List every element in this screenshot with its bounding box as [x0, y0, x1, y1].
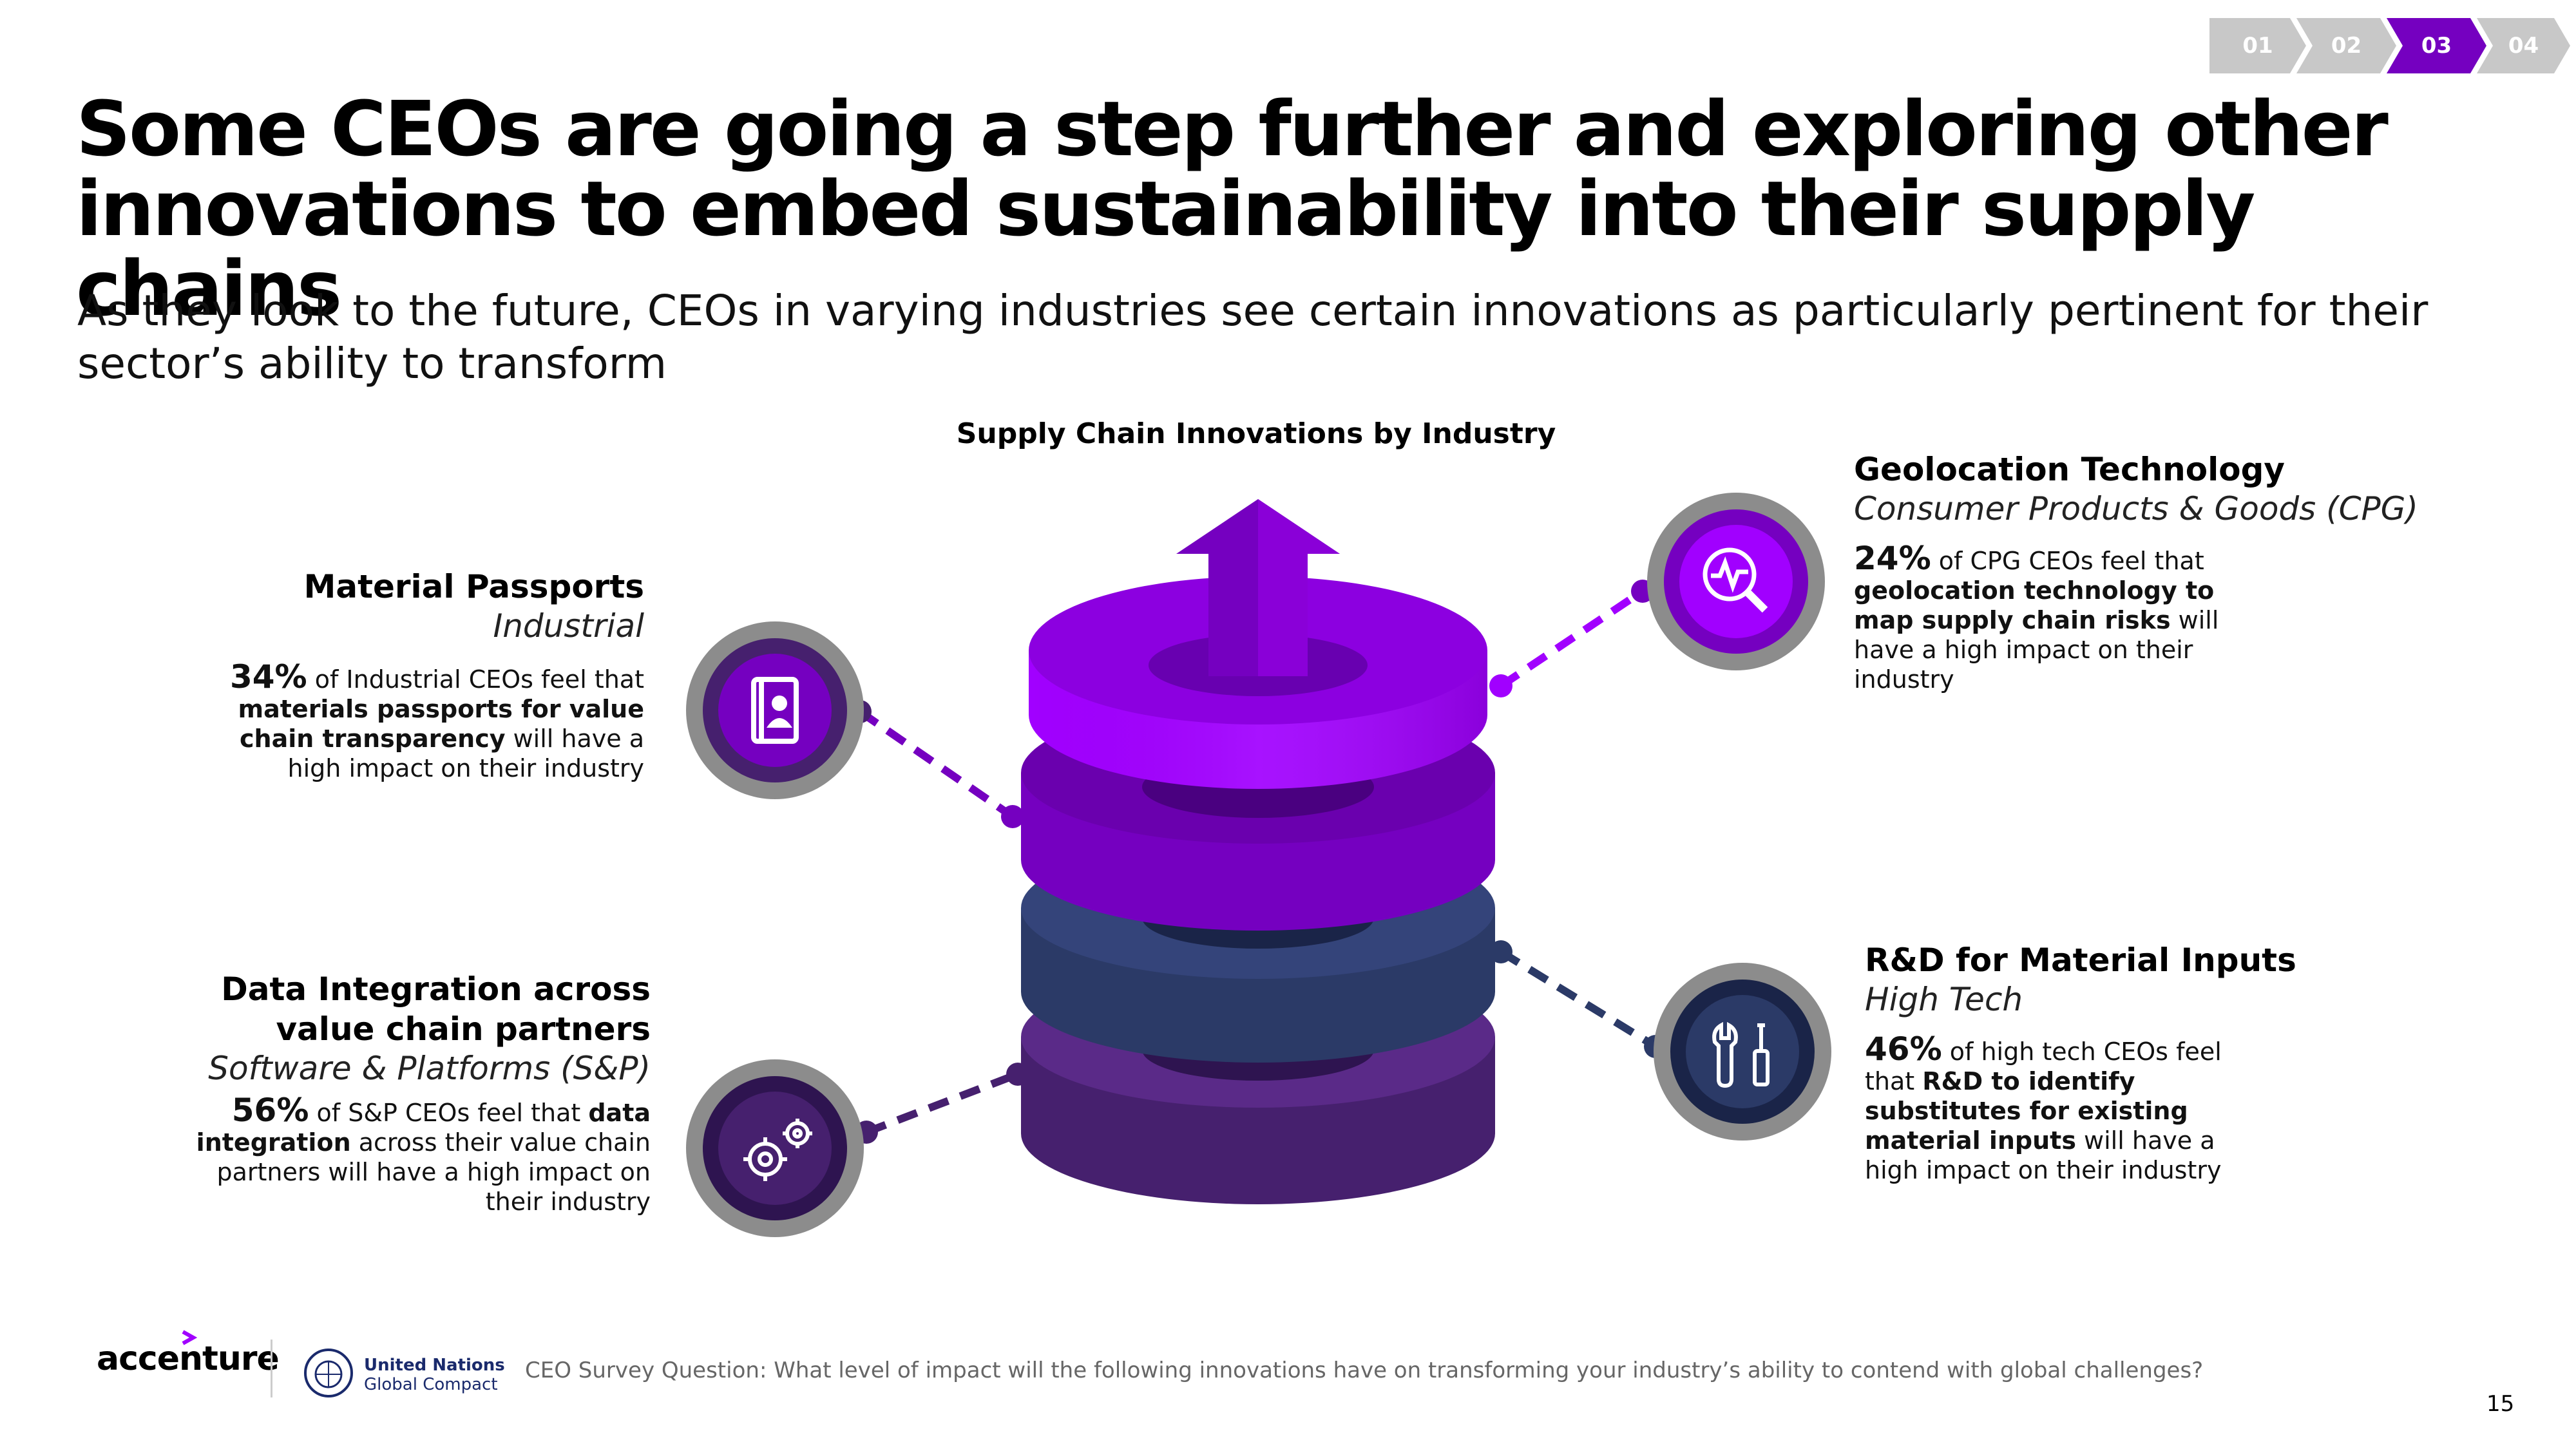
- rnd-bold: R&D to identify substitutes for existing…: [1865, 1067, 2188, 1155]
- step-03-active[interactable]: 03: [2387, 18, 2486, 73]
- material-passports-text1: of Industrial CEOs feel that: [307, 665, 644, 694]
- card-material-passports: Material Passports Industrial 34% of Ind…: [193, 567, 644, 783]
- gears-icon: [743, 1119, 812, 1181]
- stack-layer-1: [1029, 576, 1487, 789]
- connector-dot: [1489, 674, 1512, 697]
- accenture-wordmark: accenture: [97, 1340, 280, 1378]
- data-integration-title-line2: value chain partners: [276, 1010, 651, 1048]
- rnd-body: 46% of high tech CEOs feel that R&D to i…: [1865, 1033, 2251, 1185]
- rnd-text2: will have a high impact on their industr…: [1865, 1126, 2222, 1184]
- geolocation-text2: will have a high impact on their industr…: [1854, 606, 2219, 694]
- geolocation-text1: of CPG CEOs feel that: [1931, 547, 2204, 575]
- connector-dot: [1001, 805, 1024, 828]
- step-01[interactable]: 01: [2209, 18, 2306, 73]
- step-01-label: 01: [2242, 33, 2273, 59]
- step-02-label: 02: [2331, 33, 2362, 59]
- tools-icon-badge: [1654, 963, 1831, 1141]
- passport-icon-badge: [686, 621, 864, 799]
- step-03-label: 03: [2421, 33, 2452, 59]
- data-integration-body: 56% of S&P CEOs feel that data integrati…: [193, 1092, 651, 1217]
- connector-data-integration: [864, 1070, 1020, 1136]
- page-subtitle: As they look to the future, CEOs in vary…: [77, 285, 2461, 390]
- geolocation-pct: 24%: [1854, 540, 1931, 577]
- data-integration-bold: data integration: [196, 1099, 651, 1157]
- card-rnd: R&D for Material Inputs High Tech 46% of…: [1865, 940, 2380, 1185]
- card-geolocation: Geolocation Technology Consumer Products…: [1854, 450, 2434, 694]
- rnd-industry: High Tech: [1865, 981, 2023, 1018]
- page-subtitle-line1: As they look to the future, CEOs in vary…: [77, 286, 2428, 336]
- data-integration-text2: across their value chain partners will h…: [216, 1128, 651, 1216]
- un-global-compact-emblem-icon: [304, 1349, 353, 1397]
- data-integration-industry: Software & Platforms (S&P): [208, 1050, 651, 1087]
- tools-icon: [1712, 1021, 1770, 1088]
- un-line1: United Nations: [364, 1356, 505, 1375]
- material-passports-text2: will have a high impact on their industr…: [287, 724, 644, 782]
- gears-icon-badge: [686, 1059, 864, 1237]
- page-subtitle-line2: sector’s ability to transform: [77, 339, 667, 388]
- passport-icon: [751, 677, 799, 744]
- step-02[interactable]: 02: [2296, 18, 2396, 73]
- up-arrow-icon: [1176, 499, 1340, 676]
- footer-divider: [271, 1340, 272, 1397]
- connector-geolocation: [1498, 588, 1645, 689]
- page-title-line2: innovations to embed sustainability into…: [76, 164, 2255, 333]
- step-navigation: 01 02 03 04: [2209, 18, 2570, 73]
- connector-rnd: [1498, 948, 1658, 1050]
- material-passports-pct: 34%: [229, 658, 307, 696]
- un-line2: Global Compact: [364, 1375, 498, 1394]
- survey-question: CEO Survey Question: What level of impac…: [525, 1358, 2204, 1383]
- geolocation-body: 24% of CPG CEOs feel that geolocation te…: [1854, 542, 2266, 694]
- data-integration-title-line1: Data Integration across: [221, 971, 651, 1008]
- step-04[interactable]: 04: [2477, 18, 2570, 73]
- rnd-pct: 46%: [1865, 1030, 1942, 1068]
- geolocation-industry: Consumer Products & Goods (CPG): [1854, 490, 2418, 527]
- data-integration-pct: 56%: [231, 1092, 309, 1129]
- page-title-line1: Some CEOs are going a step further and e…: [76, 84, 2389, 173]
- data-integration-text1: of S&P CEOs feel that: [309, 1099, 589, 1127]
- connector-material-passports: [857, 708, 1015, 820]
- rnd-title: R&D for Material Inputs: [1865, 942, 2296, 979]
- material-passports-body: 34% of Industrial CEOs feel that materia…: [193, 661, 644, 783]
- magnifier-pulse-icon: [1703, 547, 1768, 613]
- accenture-logo: accenture: [97, 1330, 280, 1378]
- geolocation-bold: geolocation technology to map supply cha…: [1854, 576, 2215, 634]
- geolocation-title: Geolocation Technology: [1854, 451, 2285, 488]
- material-passports-industry: Industrial: [493, 607, 645, 645]
- page-title: Some CEOs are going a step further and e…: [76, 89, 2498, 328]
- step-04-label: 04: [2508, 33, 2539, 59]
- un-global-compact-logo: United Nations Global Compact: [364, 1356, 505, 1394]
- diagram-title: Supply Chain Innovations by Industry: [956, 417, 1556, 450]
- magnifier-pulse-icon-badge: [1647, 493, 1825, 670]
- card-data-integration: Data Integration across value chain part…: [193, 969, 651, 1217]
- accenture-chevron-icon: [182, 1330, 197, 1345]
- material-passports-title: Material Passports: [303, 568, 644, 605]
- page-number: 15: [2486, 1391, 2515, 1417]
- rnd-text1: of high tech CEOs feel that: [1865, 1037, 2222, 1095]
- material-passports-bold: materials passports for value chain tran…: [238, 695, 644, 753]
